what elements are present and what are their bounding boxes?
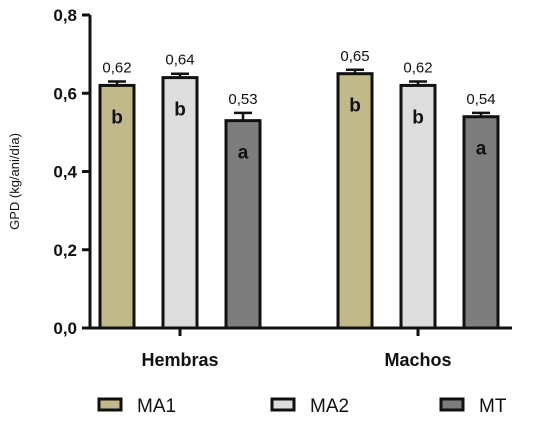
y-tick-label: 0,8 <box>53 6 77 25</box>
significance-letter: b <box>349 96 361 117</box>
y-tick-label: 0,2 <box>53 241 77 260</box>
bar <box>161 76 199 330</box>
bar <box>336 72 374 330</box>
bar <box>399 83 437 330</box>
legend-label: MT <box>479 396 507 417</box>
significance-letter: a <box>238 143 249 164</box>
bar <box>462 115 500 330</box>
data-label: 0,54 <box>466 91 495 108</box>
data-label: 0,62 <box>403 60 432 77</box>
x-category-label: Hembras <box>141 350 218 370</box>
y-axis: 0,0 0,2 0,4 0,6 0,8 <box>53 6 92 338</box>
legend: MA1 MA2 MT <box>97 396 507 417</box>
legend-swatch <box>439 397 465 412</box>
significance-letter: b <box>111 107 123 128</box>
x-category-label: Machos <box>384 350 451 370</box>
data-label: 0,53 <box>228 91 257 108</box>
bar <box>98 83 136 330</box>
legend-swatch <box>270 397 296 412</box>
data-label: 0,65 <box>340 48 369 65</box>
y-tick-label: 0,6 <box>53 84 77 103</box>
y-axis-title: GPD (kg/ani/día) <box>7 133 22 230</box>
legend-label: MA2 <box>310 396 349 417</box>
significance-letter: b <box>174 100 186 121</box>
y-tick-label: 0,0 <box>53 319 77 338</box>
bar <box>224 119 262 330</box>
data-label: 0,62 <box>102 60 131 77</box>
bars: 0,62 b 0,64 b 0,53 a 0,65 b 0,62 b 0,54 a <box>98 48 500 330</box>
significance-letter: a <box>476 139 487 160</box>
significance-letter: b <box>412 107 424 128</box>
y-tick-label: 0,4 <box>53 163 77 182</box>
data-label: 0,64 <box>165 52 194 69</box>
legend-label: MA1 <box>137 396 176 417</box>
x-axis: Hembras Machos <box>88 326 512 370</box>
legend-swatch <box>97 397 123 412</box>
